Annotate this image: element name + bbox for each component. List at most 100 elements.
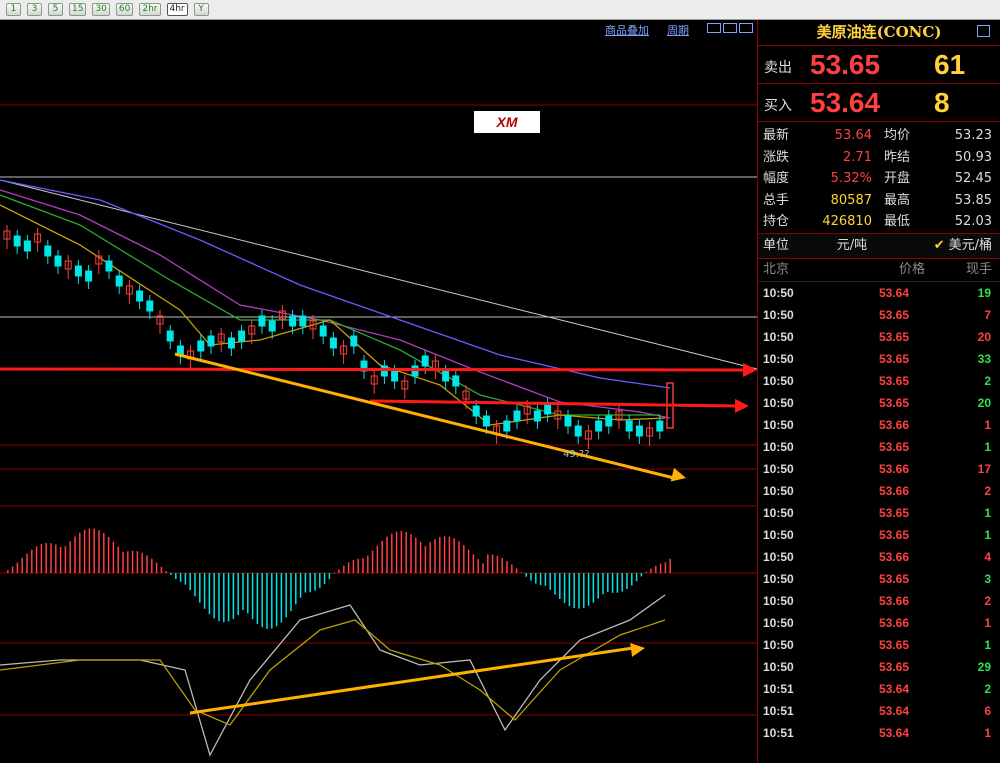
period-button[interactable]: 1 [6, 3, 21, 16]
trade-row: 10:51 53.64 2 [758, 678, 1000, 700]
candle-body [125, 285, 133, 295]
trade-qty: 1 [984, 439, 991, 454]
trades-header-time: 北京 [763, 261, 790, 277]
candle-body [340, 345, 348, 355]
period-button[interactable]: 30 [92, 3, 110, 16]
trade-qty: 3 [984, 571, 991, 586]
candle-body [482, 415, 490, 427]
period-button[interactable]: 60 [115, 3, 134, 16]
stat-label: 持仓 [763, 214, 790, 229]
xm-logo: XM [474, 111, 540, 133]
stat-value: 52.03 [954, 214, 992, 229]
trade-row: 10:50 53.65 20 [758, 326, 1000, 348]
panel-toggle-icon[interactable] [977, 25, 990, 37]
candle-body [656, 420, 664, 432]
candle-body [227, 337, 235, 349]
restore-icon[interactable] [707, 23, 721, 33]
ma-line-green [0, 194, 660, 416]
candle-body [625, 420, 633, 432]
unit-option-usd[interactable]: ✔ 美元/桶 [897, 234, 1000, 258]
stat-value: 50.93 [954, 149, 992, 165]
candle-body [646, 427, 654, 437]
trades-header: 北京 价格 现手 [758, 259, 1000, 282]
candle-body [391, 370, 399, 382]
trade-qty: 1 [984, 417, 991, 432]
price-trend-arrow-shaft [174, 352, 675, 480]
stat-value: 2.71 [843, 149, 872, 165]
trade-time: 10:50 [763, 549, 794, 564]
period-button[interactable]: 2hr [139, 3, 161, 16]
candle-body [268, 320, 276, 332]
sell-quote: 卖出 53.65 61 [758, 46, 1000, 84]
maximize-icon[interactable] [723, 23, 737, 33]
period-button[interactable]: 5 [48, 3, 63, 16]
period-button[interactable]: 3 [27, 3, 42, 16]
trade-time: 10:51 [763, 681, 794, 696]
stat-value: 80587 [830, 192, 872, 208]
trade-row: 10:50 53.65 1 [758, 634, 1000, 656]
trade-time: 10:51 [763, 725, 794, 740]
candle-body [289, 315, 297, 327]
low-price-label: 49.?? [563, 449, 590, 460]
candle-body [115, 275, 123, 287]
candle-body [360, 360, 368, 372]
candle-body [595, 420, 603, 432]
check-icon: ✔ [933, 237, 945, 253]
candle-body [605, 415, 613, 427]
stats-row: 持仓 426810 最低 52.03 [758, 211, 1000, 233]
trade-time: 10:51 [763, 703, 794, 718]
period-button[interactable]: 4hr [166, 3, 188, 16]
trade-row: 10:50 53.66 1 [758, 414, 1000, 436]
trade-price: 53.65 [878, 505, 909, 520]
trade-price: 53.65 [878, 329, 909, 344]
instrument-name: 美原油连(CONC) [816, 23, 942, 41]
period-link[interactable]: 周期 [667, 24, 689, 37]
trade-qty: 19 [977, 285, 991, 300]
stat-label: 最新 [763, 128, 790, 143]
trade-price: 53.64 [878, 285, 909, 300]
trade-price: 53.65 [878, 637, 909, 652]
candle-body [503, 420, 511, 432]
trade-qty: 1 [984, 637, 991, 652]
candle-body [258, 315, 266, 327]
unit-option-rmb[interactable]: 元/吨 [836, 237, 868, 253]
trade-price: 53.65 [878, 395, 909, 410]
indicator-trend-arrow-head [630, 643, 645, 657]
resistance-arrow-head [742, 362, 757, 377]
candle-body [462, 390, 470, 400]
candle-body [105, 260, 113, 272]
trade-time: 10:50 [763, 439, 794, 454]
candle-body [442, 370, 450, 382]
candle-body [574, 425, 582, 437]
close-icon[interactable] [739, 23, 753, 33]
stat-label: 均价 [883, 128, 910, 143]
period-button[interactable]: Y [193, 3, 209, 16]
indicator-trend-arrow-shaft [189, 646, 634, 715]
trades-list[interactable]: 10:50 53.64 19 10:50 53.65 7 10:50 53.65 20 10:50… [758, 282, 1000, 744]
candle-body [350, 335, 358, 347]
trade-time: 10:50 [763, 637, 794, 652]
trade-time: 10:50 [763, 417, 794, 432]
period-button[interactable]: 15 [69, 3, 87, 16]
trade-row: 10:50 53.66 4 [758, 546, 1000, 568]
candle-body [197, 340, 205, 352]
candlestick-chart[interactable]: 商品叠加 周期 XM 49.?? [0, 20, 757, 763]
overlay-link[interactable]: 商品叠加 [605, 24, 649, 37]
candle-body [533, 410, 541, 422]
candle-body [217, 333, 225, 343]
trade-row: 10:50 53.65 1 [758, 502, 1000, 524]
candle-body [370, 375, 378, 385]
trade-row: 10:50 53.66 17 [758, 458, 1000, 480]
candle-body [421, 355, 429, 367]
trade-time: 10:50 [763, 571, 794, 586]
candle-body [54, 255, 62, 267]
stat-label: 幅度 [763, 171, 790, 186]
candle-body [299, 315, 307, 327]
trade-row: 10:50 53.65 1 [758, 436, 1000, 458]
trade-row: 10:51 53.64 6 [758, 700, 1000, 722]
trade-price: 53.65 [878, 527, 909, 542]
trade-time: 10:50 [763, 593, 794, 608]
trade-qty: 4 [984, 549, 991, 564]
candle-body [319, 325, 327, 337]
stat-label: 开盘 [883, 171, 910, 186]
